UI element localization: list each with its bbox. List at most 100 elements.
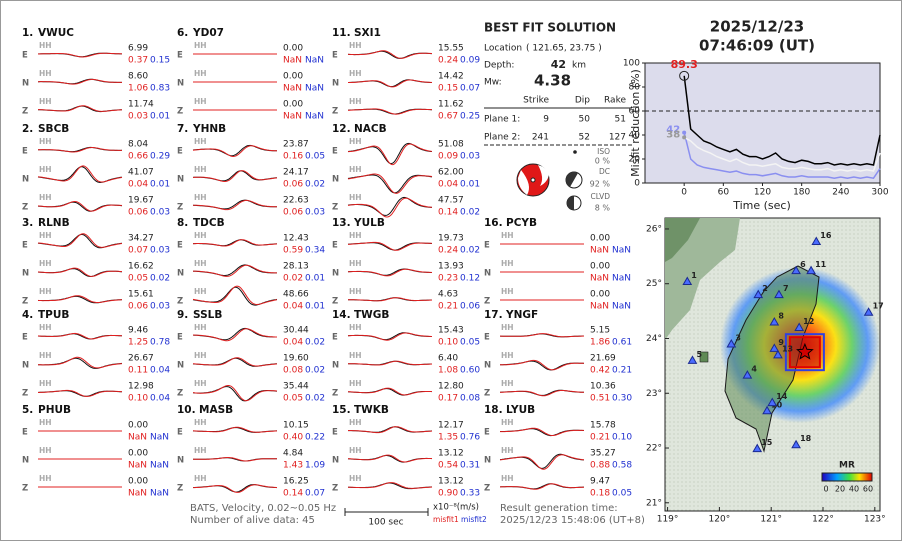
channel-label: HH	[501, 351, 514, 360]
channel-label: HH	[349, 287, 362, 296]
channel-label: HH	[39, 379, 52, 388]
x-tick-label: 240	[832, 188, 849, 198]
mainland-hills	[665, 218, 700, 262]
station-index: 17.	[484, 309, 503, 321]
amplitude: 5.15	[590, 326, 610, 336]
lat-label: 26°	[646, 224, 662, 234]
observed-waveform	[192, 170, 278, 182]
misfit1: 0.11	[128, 366, 148, 376]
plane-name: Plane 2:	[484, 133, 520, 143]
misfit2: 0.60	[460, 366, 480, 376]
channel-label: HH	[349, 69, 362, 78]
misfit1: 0.06	[128, 302, 148, 312]
component-label: E	[332, 147, 338, 157]
misfit1: 0.04	[283, 302, 303, 312]
observed-waveform	[500, 333, 585, 338]
depth-value: 42	[551, 58, 566, 71]
amplitude: 51.08	[438, 140, 464, 150]
misfit1: 0.24	[438, 246, 458, 256]
component-label: N	[177, 361, 184, 371]
misfit2: 0.06	[460, 302, 480, 312]
component-label: Z	[177, 297, 183, 307]
observed-waveform	[37, 165, 123, 183]
misfit2: NaN	[305, 112, 324, 122]
amplitude: 0.00	[128, 477, 148, 487]
channel-label: HH	[349, 97, 362, 106]
channel-label: HH	[194, 165, 207, 174]
station-index: 5.	[22, 404, 33, 416]
component-label: E	[332, 333, 338, 343]
misfit2: NaN	[150, 461, 169, 471]
amplitude: 19.73	[438, 234, 464, 244]
misfit1: 0.15	[438, 84, 458, 94]
amplitude: 4.84	[283, 449, 303, 459]
misfit1: 1.25	[128, 338, 148, 348]
misfit1: 0.90	[438, 489, 458, 499]
misfit2: NaN	[612, 274, 631, 284]
amplitude: 4.63	[438, 290, 458, 300]
station-index: 14.	[332, 309, 351, 321]
station-index: 6.	[177, 27, 188, 39]
lat-label: 23°	[646, 389, 662, 399]
channel-label: HH	[501, 231, 514, 240]
amplitude: 24.17	[283, 168, 309, 178]
amplitude: 0.00	[590, 262, 610, 272]
misfit2: 0.83	[150, 84, 170, 94]
observed-waveform	[348, 79, 433, 88]
lat-label: 25°	[646, 279, 662, 289]
channel-label: HH	[349, 474, 362, 483]
misfit1: 0.88	[590, 461, 610, 471]
y-tick-label: 40	[629, 131, 641, 141]
component-label: E	[332, 428, 338, 438]
amplitude: 12.80	[438, 382, 464, 392]
amplitude: 12.17	[438, 421, 464, 431]
channel-label: HH	[349, 41, 362, 50]
station-label: 15	[761, 438, 773, 447]
misfit1: 0.21	[438, 302, 458, 312]
misfit1: 0.24	[438, 56, 458, 66]
misfit2: 0.04	[150, 366, 170, 376]
station-name: SSLB	[193, 309, 222, 321]
depth-label: Depth:	[484, 61, 514, 71]
component-label: N	[177, 79, 184, 89]
station-index: 2.	[22, 123, 33, 135]
misfit2: 0.33	[460, 489, 480, 499]
scale-bar	[344, 508, 429, 516]
plane-value: 50	[579, 115, 591, 125]
mw-value: 4.38	[534, 72, 571, 90]
component-label: E	[177, 333, 183, 343]
plane-name: Plane 1:	[484, 115, 520, 125]
misfit1: 0.14	[283, 489, 303, 499]
plane-value: 127	[609, 133, 626, 143]
misfit2-key: misfit2	[461, 515, 487, 524]
station-marker	[811, 236, 822, 246]
amplitude: 15.55	[438, 44, 464, 54]
start-label: 38	[666, 129, 680, 140]
channel-label: HH	[39, 69, 52, 78]
channel-label: HH	[349, 323, 362, 332]
component-label: Z	[484, 389, 490, 399]
amplitude: 13.12	[438, 477, 464, 487]
station-index: 10.	[177, 404, 196, 416]
channel-label: HH	[194, 323, 207, 332]
amplitude: 15.43	[438, 326, 464, 336]
misfit1: NaN	[283, 112, 302, 122]
depth-unit: km	[572, 61, 586, 71]
component-label: E	[484, 428, 490, 438]
amplitude: 30.44	[283, 326, 309, 336]
component-label: E	[22, 147, 28, 157]
amplitude: 10.15	[283, 421, 309, 431]
observed-waveform	[192, 285, 278, 306]
component-label: Z	[22, 297, 28, 307]
misfit2: 0.22	[305, 433, 325, 443]
observed-waveform	[193, 328, 277, 342]
component-label: E	[332, 241, 338, 251]
misfit1: 0.23	[438, 274, 458, 284]
station-name: PCYB	[506, 217, 537, 229]
component-label: N	[332, 175, 339, 185]
misfit1: 1.35	[438, 433, 458, 443]
station-index: 1.	[22, 27, 33, 39]
misfit1: NaN	[283, 56, 302, 66]
station-name: MASB	[199, 404, 233, 416]
amplitude: 34.27	[128, 234, 154, 244]
